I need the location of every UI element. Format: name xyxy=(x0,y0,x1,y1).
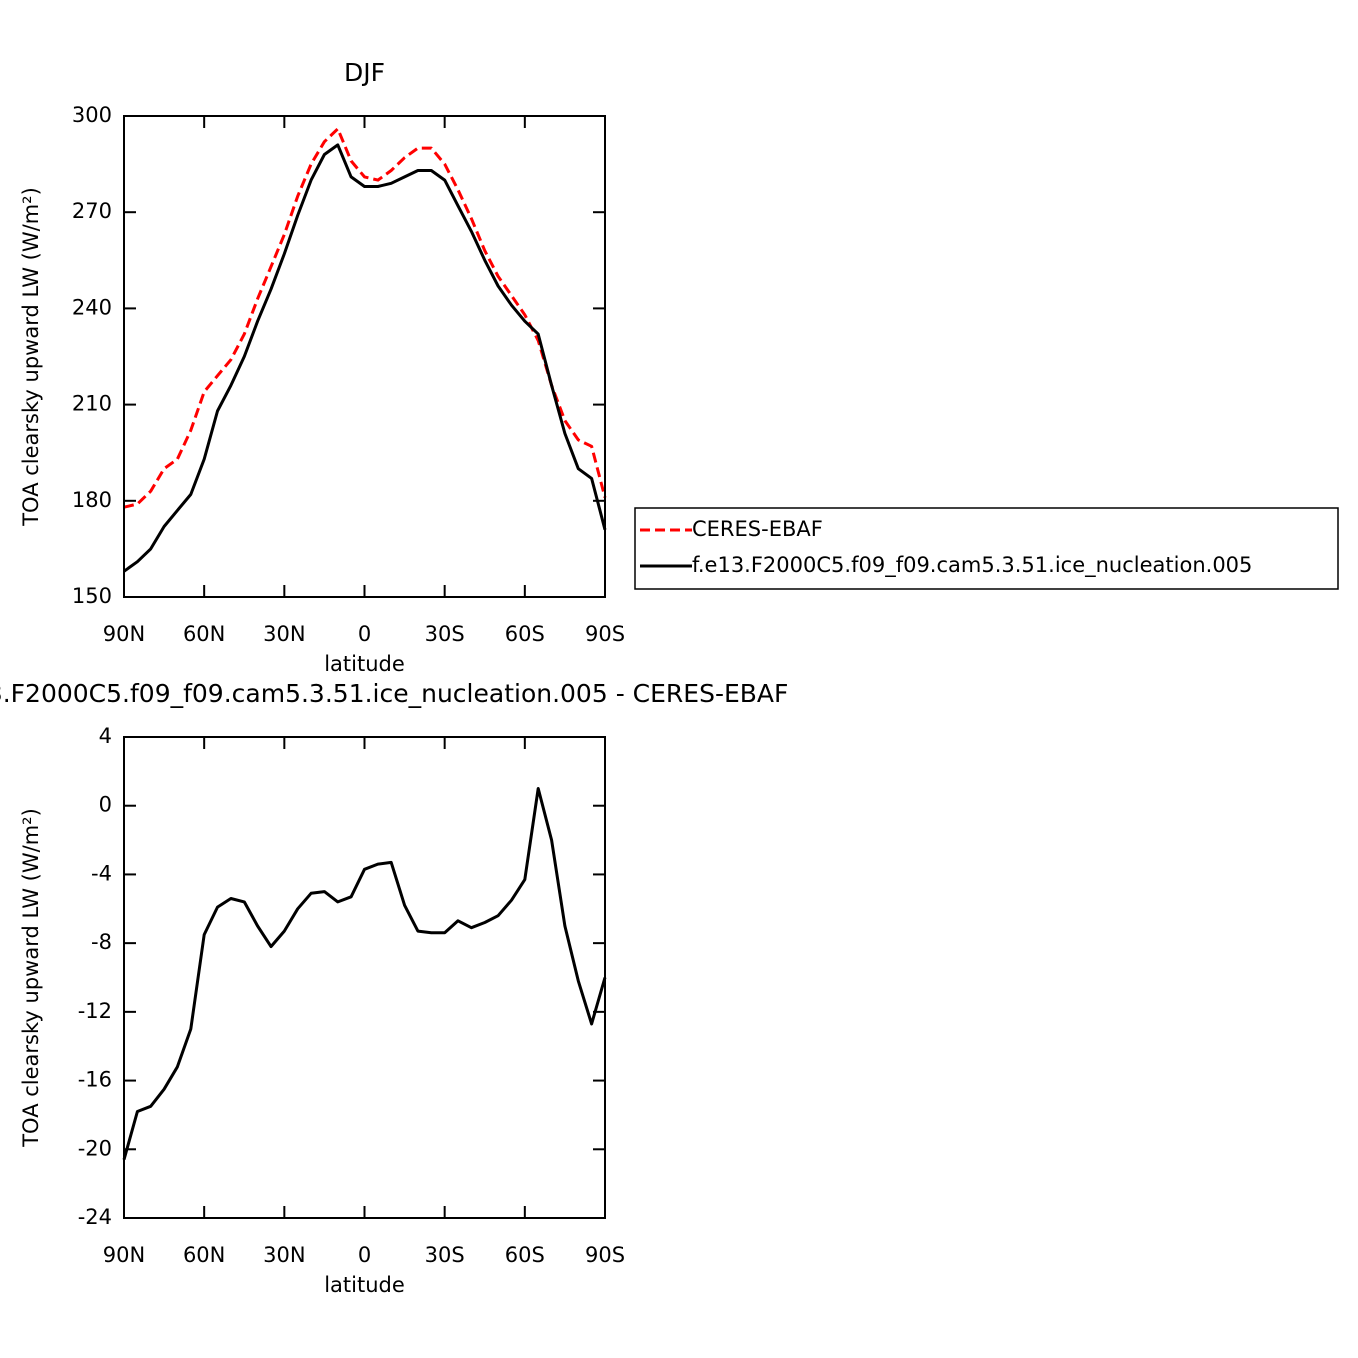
x-tick-label: 30S xyxy=(425,622,465,646)
x-tick-label: 60N xyxy=(183,1243,225,1267)
y-tick-label: -4 xyxy=(91,861,112,885)
x-tick-label: 30N xyxy=(263,1243,305,1267)
y-tick-label: -8 xyxy=(91,930,112,954)
y-tick-label: 270 xyxy=(72,199,112,223)
y-tick-label: 150 xyxy=(72,584,112,608)
y-tick-label: -16 xyxy=(78,1068,112,1092)
x-tick-label: 30N xyxy=(263,622,305,646)
chart-title: f.e13.F2000C5.f09_f09.cam5.3.51.ice_nucl… xyxy=(0,679,788,708)
y-axis-label: TOA clearsky upward LW (W/m²) xyxy=(19,187,43,527)
x-tick-label: 60N xyxy=(183,622,225,646)
x-tick-label: 60S xyxy=(505,622,545,646)
x-tick-label: 30S xyxy=(425,1243,465,1267)
y-tick-label: 210 xyxy=(72,392,112,416)
x-tick-label: 90N xyxy=(103,622,145,646)
y-tick-label: -12 xyxy=(78,999,112,1023)
y-tick-label: 4 xyxy=(99,724,112,748)
y-axis-label: TOA clearsky upward LW (W/m²) xyxy=(19,808,43,1148)
y-tick-label: 0 xyxy=(99,793,112,817)
chart-title: DJF xyxy=(344,58,385,87)
plot-frame xyxy=(123,736,606,1219)
x-tick-label: 90S xyxy=(585,1243,625,1267)
data-line xyxy=(123,127,607,509)
y-tick-label: 240 xyxy=(72,295,112,319)
x-tick-label: 90N xyxy=(103,1243,145,1267)
legend-label: CERES-EBAF xyxy=(692,517,823,541)
data-line xyxy=(123,143,607,573)
plot-frame xyxy=(123,115,606,598)
x-tick-label: 0 xyxy=(358,622,371,646)
x-tick-label: 90S xyxy=(585,622,625,646)
x-axis-label: latitude xyxy=(324,1273,405,1297)
x-tick-label: 60S xyxy=(505,1243,545,1267)
y-tick-label: 300 xyxy=(72,103,112,127)
data-line xyxy=(122,787,607,1161)
legend-label: f.e13.F2000C5.f09_f09.cam5.3.51.ice_nucl… xyxy=(692,553,1252,578)
x-axis-label: latitude xyxy=(324,652,405,676)
legend-box xyxy=(634,507,1339,590)
x-tick-label: 0 xyxy=(358,1243,371,1267)
y-tick-label: -20 xyxy=(78,1136,112,1160)
y-tick-label: 180 xyxy=(72,488,112,512)
y-tick-label: -24 xyxy=(78,1205,112,1229)
